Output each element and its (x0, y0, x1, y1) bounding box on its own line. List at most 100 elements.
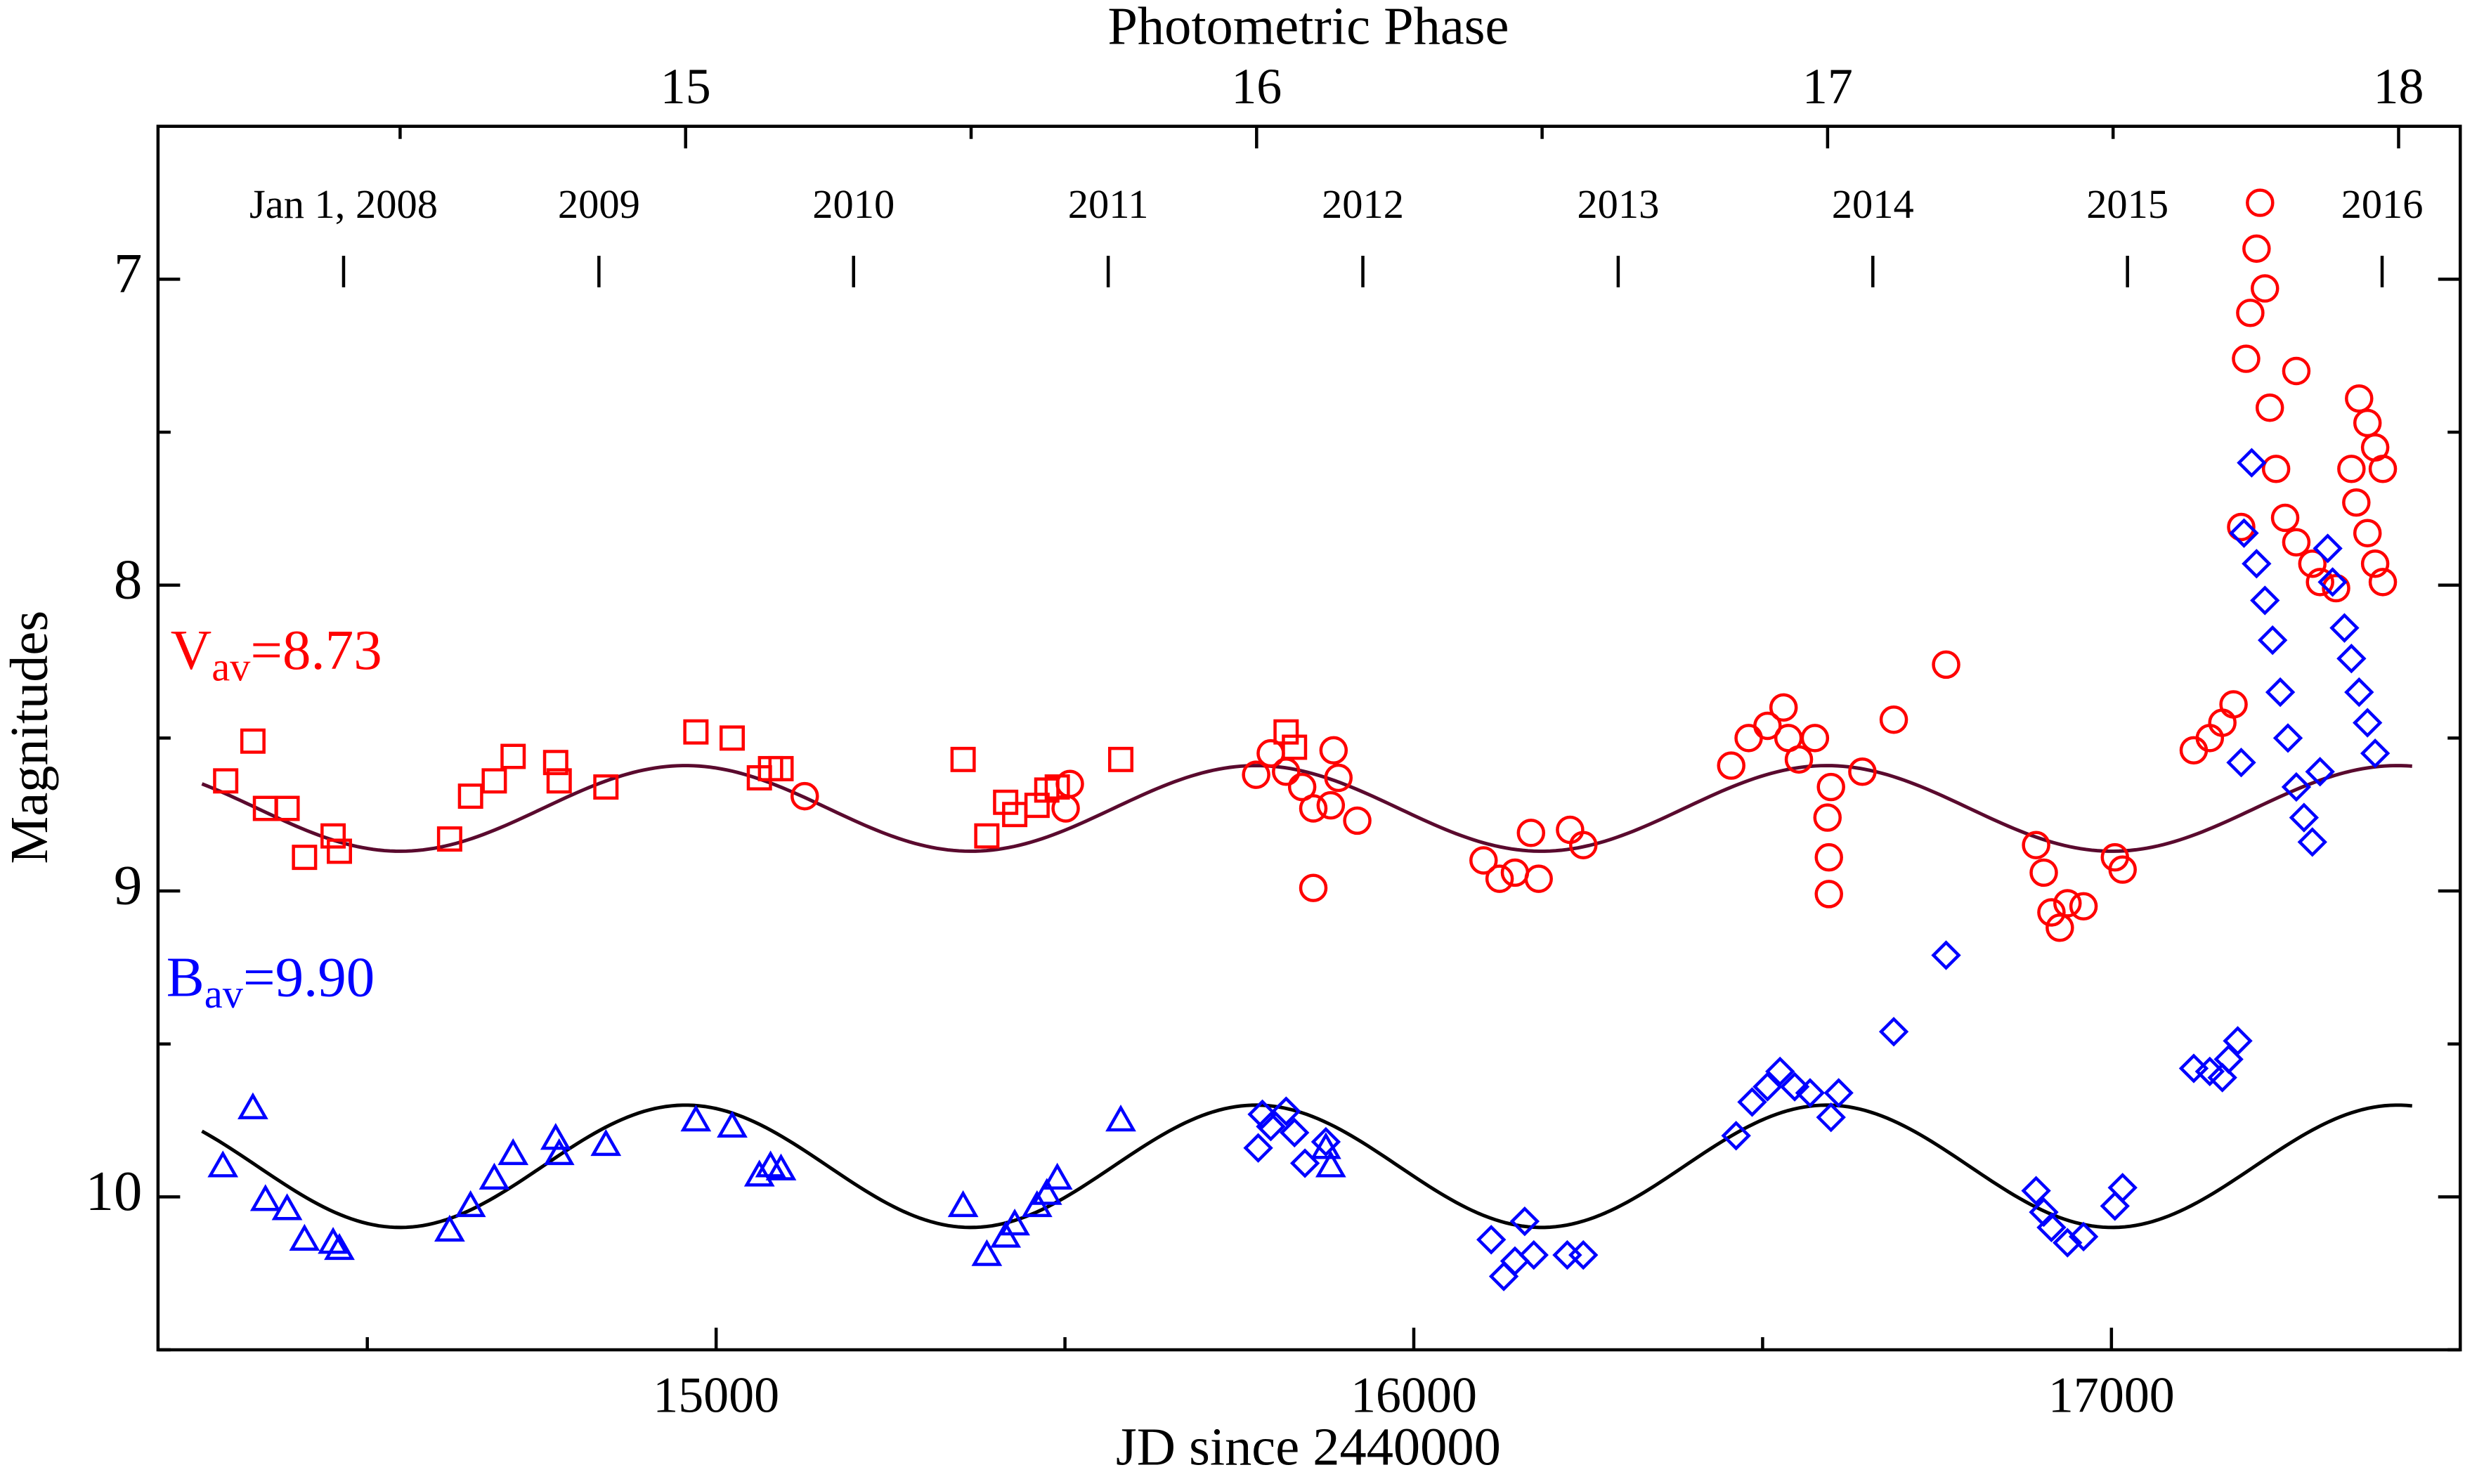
data-point (719, 725, 745, 751)
data-point (2368, 455, 2398, 483)
data-point (2022, 831, 2050, 859)
data-point (2029, 1197, 2059, 1228)
data-point (1243, 1133, 1273, 1163)
data-point (2353, 408, 2382, 438)
data-point (1051, 794, 1080, 823)
data-point (2255, 393, 2284, 422)
annotation-sub: av (212, 644, 251, 690)
model-curve (201, 764, 2412, 853)
data-point (2223, 1026, 2253, 1056)
data-point (274, 795, 300, 821)
data-point (1272, 757, 1301, 786)
data-point (1256, 738, 1285, 768)
data-point (543, 1138, 575, 1166)
data-point (271, 1193, 303, 1221)
data-point (1242, 760, 1270, 789)
data-point (546, 768, 572, 794)
data-point (289, 1223, 320, 1251)
data-point (1271, 1096, 1301, 1126)
data-point (974, 823, 1000, 849)
data-point (2342, 488, 2371, 517)
data-point (1310, 1126, 1341, 1157)
data-point (2297, 827, 2327, 857)
data-point (2021, 1176, 2051, 1206)
data-point (2272, 723, 2303, 753)
data-point (2226, 748, 2256, 778)
data-point (292, 845, 318, 871)
data-point (1784, 745, 1814, 774)
data-point (455, 1190, 486, 1218)
data-point (2037, 898, 2066, 927)
data-point (2246, 188, 2275, 217)
data-point (2068, 1221, 2099, 1252)
data-point (1795, 1078, 1826, 1108)
top-axis-title: Photometric Phase (1107, 0, 1509, 56)
data-point (497, 1138, 529, 1166)
data-point (434, 1214, 465, 1242)
data-point (1569, 831, 1598, 859)
top-tick-label: 17 (1802, 58, 1853, 115)
data-point (2281, 772, 2312, 802)
data-point (318, 1227, 349, 1254)
data-point (2250, 585, 2280, 616)
x-tick-label: 17000 (2048, 1367, 2175, 1423)
data-point (238, 1092, 268, 1119)
top-tick-label: 18 (2374, 58, 2424, 115)
data-point (2069, 892, 2098, 921)
data-point (327, 838, 353, 864)
date-tick-label: 2012 (1322, 181, 1404, 227)
data-point (2227, 512, 2256, 542)
data-point (1469, 846, 1498, 875)
data-point (1316, 790, 1346, 820)
data-point (542, 750, 568, 776)
data-point (1814, 842, 1843, 872)
data-point (590, 1128, 622, 1157)
data-point (207, 1150, 239, 1178)
data-point (240, 728, 266, 754)
data-point (680, 1105, 712, 1132)
annotation-main: V (171, 618, 212, 681)
data-point (2178, 1053, 2209, 1083)
data-point (1816, 772, 1845, 802)
data-point (2313, 533, 2343, 564)
data-point (1765, 1056, 1795, 1087)
data-point (1041, 1162, 1073, 1190)
data-point (320, 823, 346, 849)
data-point (1518, 1239, 1549, 1270)
y-tick-label: 8 (114, 547, 142, 611)
data-point (743, 1159, 775, 1187)
data-point (2107, 1173, 2138, 1203)
data-point (1813, 803, 1842, 832)
data-point (2100, 1191, 2130, 1221)
data-point (1823, 1078, 1854, 1108)
data-point (2242, 234, 2271, 263)
annotation-main: B (167, 945, 204, 1008)
data-point (765, 1153, 797, 1180)
data-point (1500, 858, 1530, 887)
data-point (2298, 549, 2327, 578)
y-tick-label: 10 (85, 1159, 142, 1223)
data-point (2242, 549, 2272, 579)
data-point (481, 768, 507, 794)
data-point (2270, 503, 2300, 533)
data-point (2322, 573, 2350, 603)
data-point (1256, 1112, 1286, 1142)
data-point (1282, 734, 1308, 760)
data-point (2232, 344, 2261, 373)
data-point (1299, 794, 1328, 823)
data-point (1814, 880, 1843, 909)
data-point (1816, 1102, 1846, 1133)
data-point (1721, 1121, 1751, 1151)
data-point (1280, 1117, 1310, 1148)
data-point (999, 1209, 1030, 1236)
data-point (436, 826, 462, 852)
data-point (1315, 1150, 1346, 1178)
y-tick-label: 7 (114, 242, 142, 305)
data-point (683, 719, 709, 745)
data-point (1324, 763, 1353, 793)
data-point (1289, 1148, 1320, 1178)
x-tick-label: 15000 (653, 1367, 779, 1423)
data-point (2289, 802, 2320, 833)
